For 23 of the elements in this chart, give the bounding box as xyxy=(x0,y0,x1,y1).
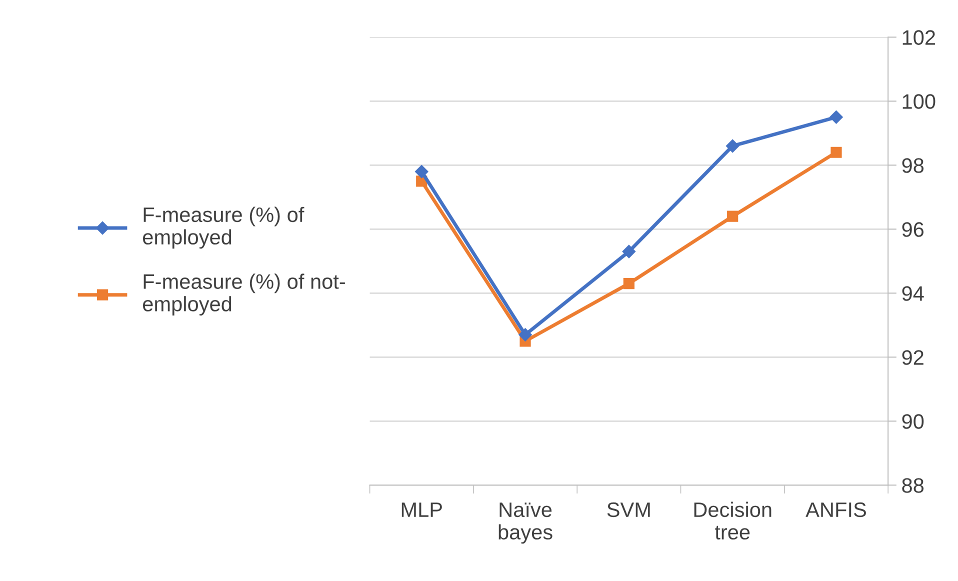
y-tick-label: 96 xyxy=(902,222,924,237)
point xyxy=(726,139,740,153)
y-tick-label: 98 xyxy=(902,158,924,173)
x-tick-label: Naïve bayes xyxy=(498,502,552,544)
y-tick-label: 90 xyxy=(902,414,924,429)
y-tick-label: 94 xyxy=(902,286,924,301)
point xyxy=(415,164,428,178)
y-tick-label: 88 xyxy=(902,478,924,493)
point xyxy=(830,110,843,124)
y-tick-label: 92 xyxy=(902,350,924,365)
point xyxy=(518,328,532,342)
legend-label: F-measure (%) of employed xyxy=(143,206,304,249)
point xyxy=(622,244,636,258)
legend-label: F-measure (%) of not- employed xyxy=(143,274,345,316)
y-tick-label: 100 xyxy=(902,94,936,109)
x-tick-label: MLP xyxy=(402,502,442,517)
point xyxy=(623,278,634,290)
y-tick-label: 102 xyxy=(902,30,935,45)
x-tick-label: SVM xyxy=(607,502,650,518)
point xyxy=(830,146,842,158)
point xyxy=(727,210,738,222)
x-tick-label: Decision tree xyxy=(694,502,772,540)
x-tick-label: ANFIS xyxy=(806,502,866,518)
